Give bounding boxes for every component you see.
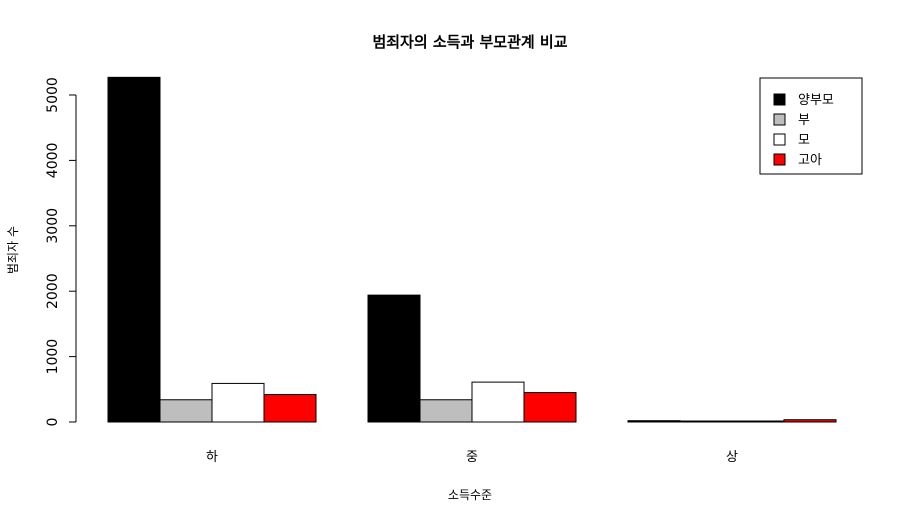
legend-label: 부 <box>798 113 810 128</box>
x-axis-label: 소득수준 <box>448 488 492 502</box>
bar <box>731 420 785 423</box>
bar <box>159 399 213 423</box>
y-axis-label: 범죄자 수 <box>6 226 20 274</box>
bar <box>263 394 317 423</box>
legend-swatch <box>773 113 786 126</box>
bar <box>367 294 421 423</box>
x-tick-label: 하 <box>206 450 218 465</box>
bar <box>627 420 681 423</box>
y-tick-label: 5000 <box>45 77 61 113</box>
bar <box>107 76 161 423</box>
bar <box>783 419 837 423</box>
bar <box>211 382 265 423</box>
chart-title: 범죄자의 소득과 부모관계 비교 <box>372 33 567 51</box>
y-tick-label: 1000 <box>45 339 61 375</box>
bar <box>419 399 473 423</box>
bar <box>471 381 525 423</box>
bars <box>107 76 837 423</box>
y-tick-label: 0 <box>45 418 61 427</box>
legend-label: 고아 <box>798 153 822 168</box>
legend-swatch <box>773 133 786 146</box>
legend-swatch <box>773 93 786 106</box>
y-tick-label: 3000 <box>45 208 61 244</box>
bar <box>523 392 577 423</box>
legend-label: 모 <box>798 133 810 148</box>
x-tick-label: 상 <box>726 450 738 465</box>
y-tick-label: 4000 <box>45 143 61 179</box>
legend-label: 양부모 <box>798 93 834 108</box>
x-tick-label: 중 <box>466 450 478 465</box>
legend-swatch <box>773 153 786 166</box>
y-tick-label: 2000 <box>45 273 61 309</box>
y-axis: 0 1000 2000 3000 4000 5000 <box>45 77 77 427</box>
bar <box>679 420 733 423</box>
